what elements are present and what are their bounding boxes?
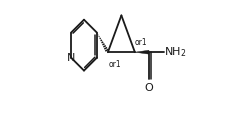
Text: N: N	[67, 53, 75, 63]
Text: O: O	[145, 83, 153, 93]
Text: or1: or1	[109, 60, 121, 69]
Polygon shape	[135, 50, 149, 54]
Text: NH$_2$: NH$_2$	[164, 45, 187, 59]
Text: or1: or1	[135, 38, 148, 47]
